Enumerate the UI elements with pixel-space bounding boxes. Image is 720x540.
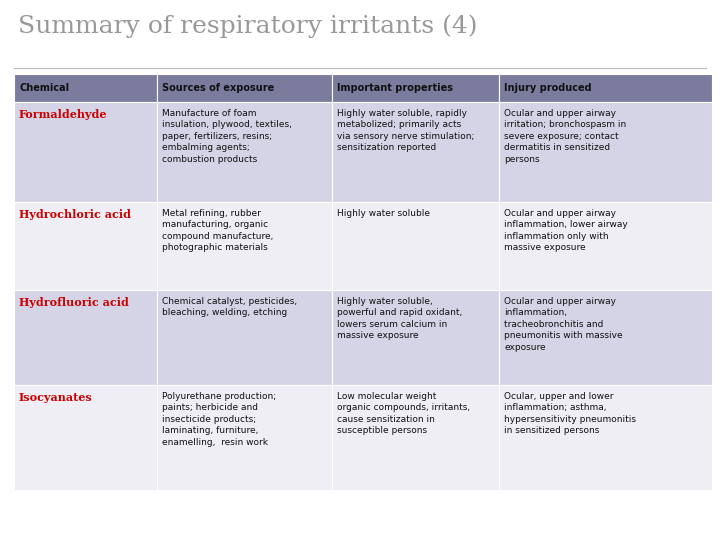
Bar xyxy=(157,290,332,385)
Text: Hydrochloric acid: Hydrochloric acid xyxy=(19,209,131,220)
Bar xyxy=(332,385,499,490)
Bar xyxy=(499,202,712,290)
Bar xyxy=(157,385,332,490)
Bar xyxy=(14,385,157,490)
Text: Ocular and upper airway
irritation; bronchospasm in
severe exposure; contact
der: Ocular and upper airway irritation; bron… xyxy=(504,109,626,164)
Bar xyxy=(332,202,499,290)
Text: Polyurethane production;
paints; herbicide and
insecticide products;
laminating,: Polyurethane production; paints; herbici… xyxy=(162,392,276,447)
Text: Summary of respiratory irritants (4): Summary of respiratory irritants (4) xyxy=(18,14,477,38)
Text: Chemical: Chemical xyxy=(19,83,69,93)
Bar xyxy=(157,102,332,202)
Bar xyxy=(14,102,157,202)
Text: Important properties: Important properties xyxy=(336,83,453,93)
Bar xyxy=(14,290,157,385)
Text: Chemical catalyst, pesticides,
bleaching, welding, etching: Chemical catalyst, pesticides, bleaching… xyxy=(162,297,297,318)
Bar xyxy=(499,290,712,385)
Bar xyxy=(14,74,157,102)
Text: Ocular, upper and lower
inflammation; asthma,
hypersensitivity pneumonitis
in se: Ocular, upper and lower inflammation; as… xyxy=(504,392,636,435)
Text: Ocular and upper airway
inflammation,
tracheobronchitis and
pneumonitis with mas: Ocular and upper airway inflammation, tr… xyxy=(504,297,623,352)
Text: Hydrofluoric acid: Hydrofluoric acid xyxy=(19,297,129,308)
Text: Highly water soluble: Highly water soluble xyxy=(336,209,430,218)
Bar xyxy=(157,74,332,102)
Text: Highly water soluble, rapidly
metabolized; primarily acts
via sensory nerve stim: Highly water soluble, rapidly metabolize… xyxy=(336,109,474,152)
Text: Sources of exposure: Sources of exposure xyxy=(162,83,274,93)
Text: Isocyanates: Isocyanates xyxy=(19,392,93,403)
Bar xyxy=(499,385,712,490)
Text: Highly water soluble,
powerful and rapid oxidant,
lowers serum calcium in
massiv: Highly water soluble, powerful and rapid… xyxy=(336,297,462,340)
Text: Low molecular weight
organic compounds, irritants,
cause sensitization in
suscep: Low molecular weight organic compounds, … xyxy=(336,392,469,435)
Text: Ocular and upper airway
inflammation, lower airway
inflammation only with
massiv: Ocular and upper airway inflammation, lo… xyxy=(504,209,628,252)
Bar xyxy=(157,202,332,290)
Bar xyxy=(332,102,499,202)
Text: Injury produced: Injury produced xyxy=(504,83,592,93)
Text: Metal refining, rubber
manufacturing, organic
compound manufacture,
photographic: Metal refining, rubber manufacturing, or… xyxy=(162,209,274,252)
Text: Manufacture of foam
insulation, plywood, textiles,
paper, fertilizers, resins;
e: Manufacture of foam insulation, plywood,… xyxy=(162,109,292,164)
Bar xyxy=(499,74,712,102)
Bar xyxy=(332,74,499,102)
Bar xyxy=(14,202,157,290)
Bar xyxy=(499,102,712,202)
Bar xyxy=(332,290,499,385)
Text: Formaldehyde: Formaldehyde xyxy=(19,109,107,120)
